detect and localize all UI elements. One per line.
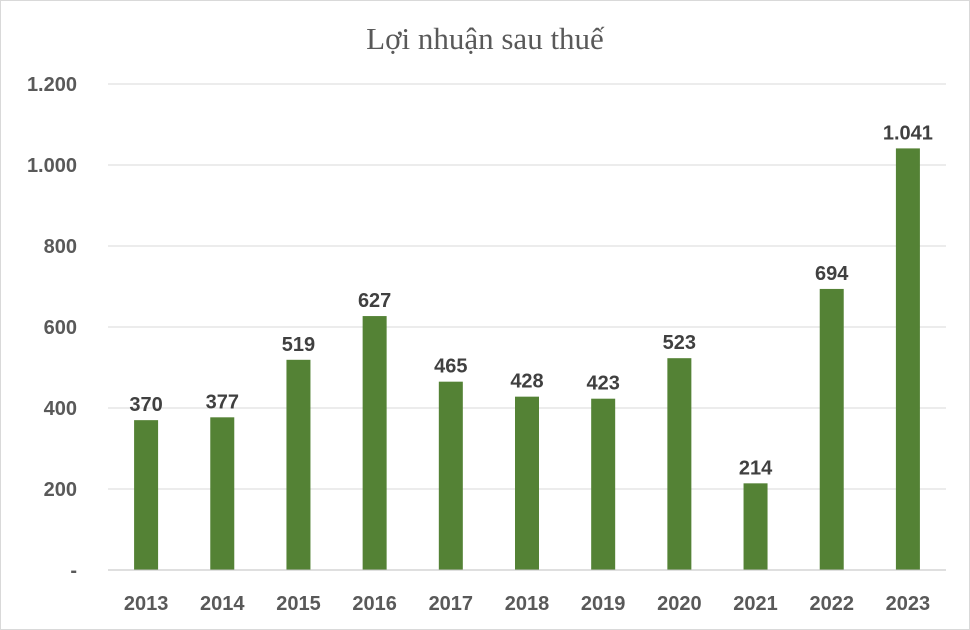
bar-2023 — [895, 148, 920, 570]
y-tick-label: 400 — [44, 398, 77, 420]
bar-2014 — [210, 417, 235, 570]
bar-2020 — [667, 358, 692, 570]
x-tick-label-2016: 2016 — [352, 593, 397, 615]
bar-2021 — [743, 483, 768, 570]
data-label-2020: 523 — [663, 332, 696, 354]
y-tick-label: 1.000 — [27, 155, 77, 177]
x-axis: 2013 2014 2015 2016 2017 2018 2019 2020 2021 2022… — [108, 569, 946, 615]
y-tick-label: 800 — [44, 236, 77, 258]
y-tick-label: 600 — [44, 317, 77, 339]
bar-2017 — [438, 381, 463, 570]
x-tick-label-2022: 2022 — [809, 593, 854, 615]
data-label-2016: 627 — [358, 290, 391, 312]
x-tick-label-2021: 2021 — [733, 593, 778, 615]
data-labels: 370 377 519 627 465 428 423 523 214 694 1.041 — [129, 122, 933, 479]
x-tick-label-2013: 2013 — [124, 593, 169, 615]
x-tick-label-2018: 2018 — [505, 593, 550, 615]
bars — [134, 148, 920, 570]
y-tick-label: 200 — [44, 479, 77, 501]
x-tick-label-2020: 2020 — [657, 593, 702, 615]
x-tick-label-2015: 2015 — [276, 593, 321, 615]
x-tick-label-2017: 2017 — [429, 593, 474, 615]
gridlines — [108, 83, 946, 490]
y-axis: - 200 400 600 800 1.000 1.200 — [27, 74, 77, 582]
data-label-2018: 428 — [510, 371, 543, 393]
x-tick-label-2014: 2014 — [200, 593, 245, 615]
data-label-2017: 465 — [434, 356, 467, 378]
bar-2013 — [134, 420, 159, 570]
bar-2016 — [362, 316, 387, 570]
data-label-2013: 370 — [129, 394, 162, 416]
data-label-2022: 694 — [815, 263, 849, 285]
data-label-2021: 214 — [739, 457, 773, 479]
data-label-2014: 377 — [206, 391, 239, 413]
data-label-2019: 423 — [586, 373, 619, 395]
data-label-2015: 519 — [282, 334, 315, 356]
bar-2018 — [515, 396, 539, 570]
bar-2019 — [591, 398, 616, 570]
y-tick-label: 1.200 — [27, 74, 77, 96]
x-tick-label-2019: 2019 — [581, 593, 626, 615]
y-tick-label: - — [70, 560, 77, 582]
data-label-2023: 1.041 — [883, 122, 933, 144]
bar-2015 — [286, 359, 311, 570]
chart-title: Lợi nhuận sau thuế — [366, 21, 605, 56]
x-tick-label-2023: 2023 — [886, 593, 931, 615]
bar-2022 — [819, 288, 844, 570]
